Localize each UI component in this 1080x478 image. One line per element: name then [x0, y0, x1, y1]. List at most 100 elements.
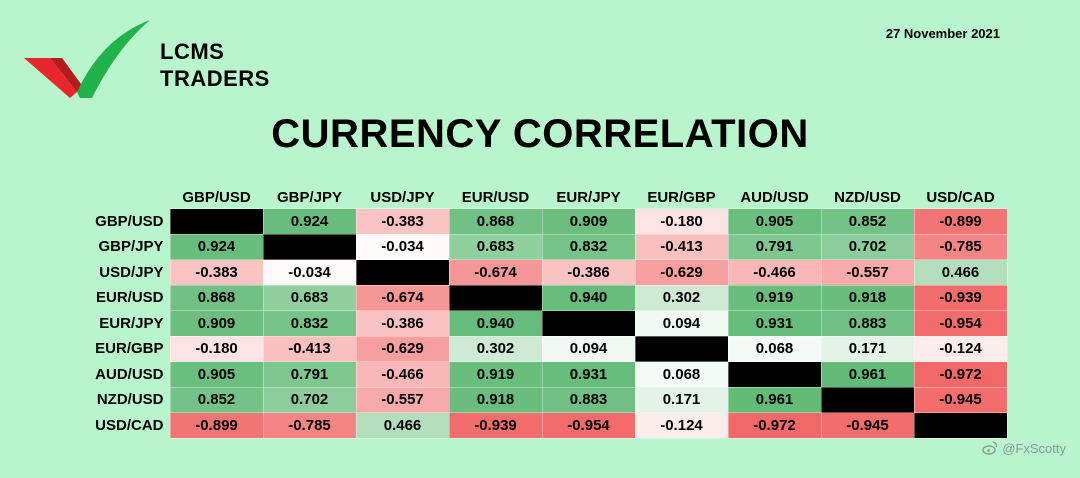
- column-header: EUR/JPY: [556, 188, 621, 206]
- diagonal-cell: [634, 335, 729, 362]
- correlation-cell: -0.180: [634, 208, 729, 235]
- correlation-matrix: GBP/USD GBP/JPY USD/JPY EUR/USD EUR/JPY EUR/G…: [76, 186, 1008, 439]
- diagonal-cell: [262, 233, 357, 260]
- correlation-cell: -0.674: [355, 284, 450, 311]
- correlation-cell: 0.852: [820, 208, 915, 235]
- row-header: USD/JPY: [99, 263, 164, 281]
- row-header: NZD/USD: [96, 391, 164, 409]
- correlation-cell: 0.940: [541, 284, 636, 311]
- correlation-cell: 0.931: [541, 361, 636, 388]
- correlation-cell: -0.413: [262, 335, 357, 362]
- correlation-cell: 0.883: [820, 310, 915, 337]
- correlation-cell: -0.939: [448, 412, 543, 439]
- correlation-cell: 0.924: [262, 208, 357, 235]
- correlation-cell: 0.940: [448, 310, 543, 337]
- matrix-row: GBP/USD 0.924 -0.383 0.868 0.909 -0.180 0.905 0…: [76, 208, 1008, 235]
- diagonal-cell: [820, 386, 915, 413]
- matrix-row: AUD/USD 0.905 0.791 -0.466 0.919 0.931 0.068 0.…: [76, 361, 1008, 388]
- column-header: EUR/USD: [461, 188, 530, 206]
- correlation-cell: -0.785: [913, 233, 1008, 260]
- lcms-logo-icon: [24, 20, 150, 98]
- correlation-cell: 0.702: [820, 233, 915, 260]
- row-header: USD/CAD: [95, 416, 164, 434]
- correlation-cell: -0.674: [448, 259, 543, 286]
- correlation-cell: 0.068: [634, 361, 729, 388]
- correlation-cell: 0.909: [541, 208, 636, 235]
- correlation-cell: 0.683: [448, 233, 543, 260]
- diagonal-cell: [913, 412, 1008, 439]
- row-header: GBP/USD: [95, 212, 164, 230]
- correlation-cell: 0.905: [727, 208, 822, 235]
- brand-name: LCMS TRADERS: [160, 38, 270, 92]
- diagonal-cell: [541, 310, 636, 337]
- correlation-cell: 0.883: [541, 386, 636, 413]
- column-header: AUD/USD: [740, 188, 809, 206]
- correlation-cell: -0.034: [262, 259, 357, 286]
- correlation-cell: -0.629: [634, 259, 729, 286]
- correlation-cell: -0.124: [913, 335, 1008, 362]
- column-header: GBP/USD: [182, 188, 251, 206]
- correlation-cell: 0.466: [355, 412, 450, 439]
- correlation-cell: -0.124: [634, 412, 729, 439]
- correlation-cell: 0.832: [262, 310, 357, 337]
- correlation-cell: -0.899: [169, 412, 264, 439]
- correlation-cell: 0.931: [727, 310, 822, 337]
- correlation-cell: -0.785: [262, 412, 357, 439]
- correlation-cell: 0.171: [634, 386, 729, 413]
- correlation-cell: 0.068: [727, 335, 822, 362]
- row-header: EUR/GBP: [95, 340, 164, 358]
- matrix-row: USD/CAD -0.899 -0.785 0.466 -0.939 -0.954 -0.1…: [76, 412, 1008, 439]
- column-header: USD/CAD: [926, 188, 995, 206]
- correlation-cell: -0.383: [355, 208, 450, 235]
- correlation-cell: -0.954: [541, 412, 636, 439]
- column-header: USD/JPY: [370, 188, 435, 206]
- correlation-cell: -0.557: [820, 259, 915, 286]
- matrix-body: GBP/USD 0.924 -0.383 0.868 0.909 -0.180 0.905 0…: [76, 208, 1008, 439]
- correlation-cell: 0.918: [448, 386, 543, 413]
- correlation-cell: 0.868: [169, 284, 264, 311]
- brand-line-1: LCMS: [160, 39, 225, 64]
- correlation-cell: -0.180: [169, 335, 264, 362]
- correlation-cell: -0.034: [355, 233, 450, 260]
- correlation-cell: -0.466: [355, 361, 450, 388]
- matrix-row: EUR/JPY 0.909 0.832 -0.386 0.940 0.094 0.931 0.…: [76, 310, 1008, 337]
- correlation-cell: 0.683: [262, 284, 357, 311]
- watermark-handle: @FxScotty: [1002, 440, 1066, 456]
- matrix-row: EUR/GBP -0.180 -0.413 -0.629 0.302 0.094 0.068…: [76, 335, 1008, 362]
- diagonal-cell: [355, 259, 450, 286]
- column-header: EUR/GBP: [647, 188, 716, 206]
- correlation-cell: 0.702: [262, 386, 357, 413]
- correlation-cell: 0.909: [169, 310, 264, 337]
- matrix-row: USD/JPY -0.383 -0.034 -0.674 -0.386 -0.629 -0.…: [76, 259, 1008, 286]
- page-title: CURRENCY CORRELATION: [271, 112, 809, 156]
- correlation-cell: -0.383: [169, 259, 264, 286]
- correlation-cell: -0.386: [355, 310, 450, 337]
- column-header: NZD/USD: [834, 188, 901, 206]
- column-header: GBP/JPY: [276, 188, 343, 206]
- brand-line-2: TRADERS: [160, 66, 270, 91]
- row-header: AUD/USD: [95, 365, 164, 383]
- correlation-cell: 0.852: [169, 386, 264, 413]
- correlation-cell: 0.961: [820, 361, 915, 388]
- correlation-cell: -0.466: [727, 259, 822, 286]
- correlation-cell: -0.972: [727, 412, 822, 439]
- correlation-cell: -0.972: [913, 361, 1008, 388]
- correlation-cell: 0.466: [913, 259, 1008, 286]
- row-header: EUR/JPY: [99, 314, 164, 332]
- correlation-cell: 0.094: [634, 310, 729, 337]
- matrix-row: EUR/USD 0.868 0.683 -0.674 0.940 0.302 0.919 0.…: [76, 284, 1008, 311]
- correlation-cell: -0.899: [913, 208, 1008, 235]
- correlation-cell: 0.302: [634, 284, 729, 311]
- correlation-cell: -0.557: [355, 386, 450, 413]
- diagonal-cell: [169, 208, 264, 235]
- correlation-cell: -0.413: [634, 233, 729, 260]
- watermark: @FxScotty: [982, 440, 1066, 456]
- correlation-cell: 0.924: [169, 233, 264, 260]
- correlation-cell: -0.954: [913, 310, 1008, 337]
- row-header: EUR/USD: [95, 289, 164, 307]
- correlation-cell: 0.918: [820, 284, 915, 311]
- diagonal-cell: [727, 361, 822, 388]
- corner-cell: [76, 186, 170, 209]
- correlation-cell: 0.302: [448, 335, 543, 362]
- correlation-cell: 0.905: [169, 361, 264, 388]
